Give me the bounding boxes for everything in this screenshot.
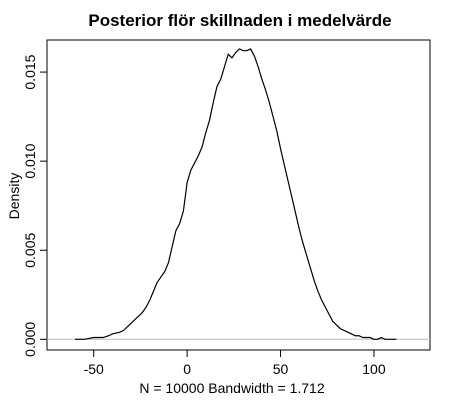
x-tick-label: -50 bbox=[84, 361, 104, 377]
y-tick-label: 0.005 bbox=[22, 233, 38, 268]
x-tick-label: 0 bbox=[183, 361, 191, 377]
y-tick-label: 0.000 bbox=[22, 322, 38, 357]
y-axis-ticks: 0.000 0.005 0.010 0.015 bbox=[22, 54, 47, 357]
x-tick-label: 100 bbox=[362, 361, 386, 377]
y-axis-label: Density bbox=[6, 173, 22, 220]
chart-title: Posterior flör skillnaden i medelvärde bbox=[88, 11, 391, 30]
y-tick-label: 0.010 bbox=[22, 143, 38, 178]
x-axis-label: N = 10000 Bandwidth = 1.712 bbox=[139, 380, 324, 396]
x-axis-ticks: -50 0 50 100 bbox=[84, 350, 386, 377]
y-tick-label: 0.015 bbox=[22, 54, 38, 89]
density-curve bbox=[75, 48, 397, 340]
x-tick-label: 50 bbox=[273, 361, 289, 377]
plot-frame bbox=[46, 39, 431, 351]
